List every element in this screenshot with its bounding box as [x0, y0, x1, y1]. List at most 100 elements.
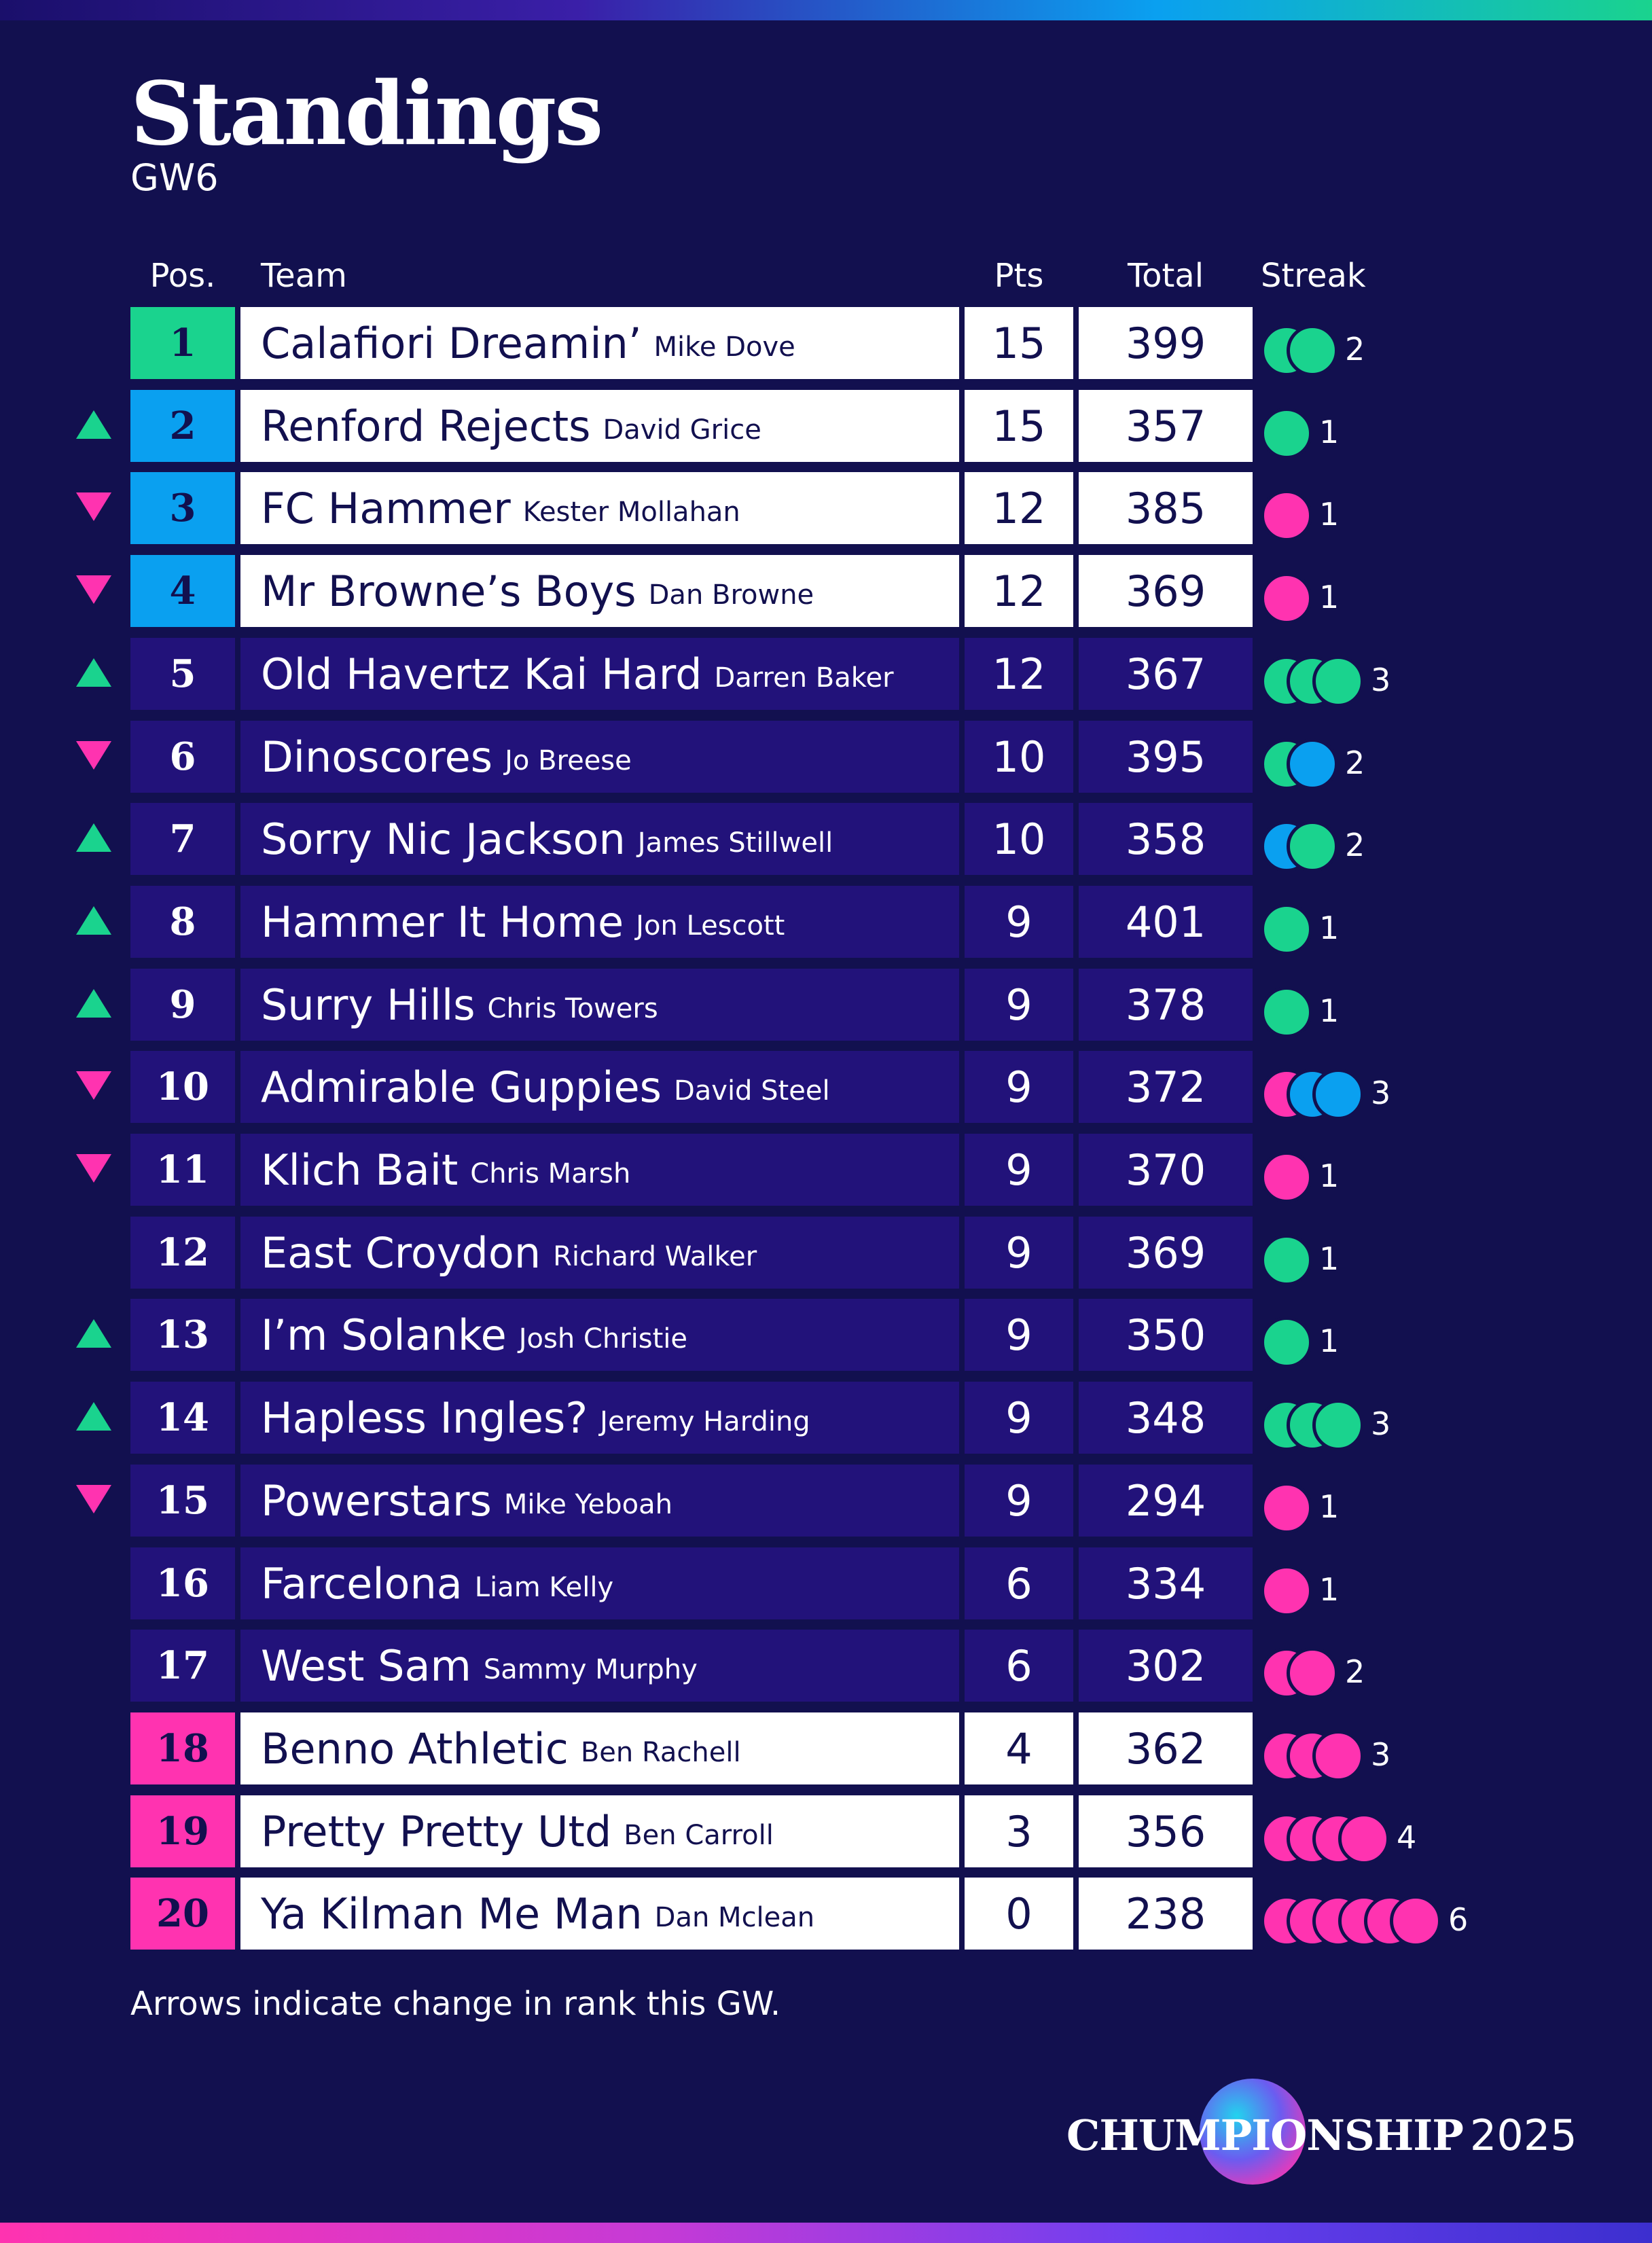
table-row: 5 Old Havertz Kai Hard Darren Baker 12 367 3 — [0, 638, 1652, 710]
streak-cell: 2 — [1261, 803, 1532, 875]
total-cell: 358 — [1079, 803, 1253, 875]
streak-green-dot — [1261, 1234, 1312, 1286]
streak-cell: 3 — [1261, 1382, 1532, 1454]
team-cell: I’m Solanke Josh Christie — [240, 1299, 959, 1371]
points-cell: 9 — [965, 886, 1073, 958]
table-row: 9 Surry Hills Chris Towers 9 378 1 — [0, 969, 1652, 1041]
table-row: 14 Hapless Ingles? Jeremy Harding 9 348 3 — [0, 1382, 1652, 1454]
total-cell: 350 — [1079, 1299, 1253, 1371]
rank-up-icon — [76, 989, 111, 1018]
team-name: Calafiori Dreamin’ — [261, 318, 642, 368]
points-cell: 10 — [965, 803, 1073, 875]
position-cell: 8 — [130, 886, 235, 958]
streak-green-dot — [1261, 1316, 1312, 1368]
streak-pink-dot — [1287, 1647, 1338, 1699]
manager-name: Dan Mclean — [654, 1902, 815, 1933]
team-name: Admirable Guppies — [261, 1062, 662, 1112]
rank-up-icon — [76, 1402, 111, 1431]
position-cell: 12 — [130, 1217, 235, 1289]
streak-green-dot — [1287, 325, 1338, 376]
points-cell: 12 — [965, 472, 1073, 544]
footnote: Arrows indicate change in rank this GW. — [130, 1985, 781, 2023]
table-row: 6 Dinoscores Jo Breese 10 395 2 — [0, 721, 1652, 793]
streak-cell: 1 — [1261, 472, 1532, 544]
streak-pink-dot — [1261, 1565, 1312, 1617]
total-cell: 369 — [1079, 555, 1253, 627]
rank-up-icon — [76, 410, 111, 439]
position-cell: 5 — [130, 638, 235, 710]
streak-count: 1 — [1319, 1240, 1340, 1277]
total-cell: 294 — [1079, 1465, 1253, 1537]
table-row: 19 Pretty Pretty Utd Ben Carroll 3 356 4 — [0, 1795, 1652, 1867]
team-cell: Farcelona Liam Kelly — [240, 1547, 959, 1619]
team-cell: East Croydon Richard Walker — [240, 1217, 959, 1289]
team-name: Surry Hills — [261, 980, 475, 1030]
streak-pink-dot — [1261, 490, 1312, 541]
position-cell: 4 — [130, 555, 235, 627]
manager-name: Ben Rachell — [580, 1737, 741, 1768]
team-name: Pretty Pretty Utd — [261, 1806, 612, 1856]
points-cell: 12 — [965, 638, 1073, 710]
streak-cell: 1 — [1261, 1217, 1532, 1289]
streak-count: 2 — [1345, 827, 1365, 863]
streak-green-dot — [1287, 821, 1338, 872]
table-row: 16 Farcelona Liam Kelly 6 334 1 — [0, 1547, 1652, 1619]
streak-count: 1 — [1319, 910, 1340, 946]
rank-down-icon — [76, 1071, 111, 1100]
team-name: Benno Athletic — [261, 1723, 569, 1774]
points-cell: 6 — [965, 1630, 1073, 1702]
streak-cell: 1 — [1261, 1299, 1532, 1371]
brand-logo: CHUMP IO NSHIP 2025 — [1066, 2079, 1577, 2185]
streak-count: 1 — [1319, 496, 1340, 533]
total-cell: 401 — [1079, 886, 1253, 958]
table-row: 8 Hammer It Home Jon Lescott 9 401 1 — [0, 886, 1652, 958]
position-cell: 14 — [130, 1382, 235, 1454]
streak-green-dot — [1261, 903, 1312, 955]
streak-count: 6 — [1448, 1901, 1469, 1938]
position-cell: 2 — [130, 390, 235, 462]
streak-green-dot — [1312, 656, 1364, 707]
streak-cell: 2 — [1261, 307, 1532, 379]
streak-pink-dot — [1390, 1895, 1441, 1947]
points-cell: 10 — [965, 721, 1073, 793]
team-name: Old Havertz Kai Hard — [261, 649, 702, 699]
total-cell: 369 — [1079, 1217, 1253, 1289]
streak-pink-dot — [1261, 1151, 1312, 1203]
points-cell: 0 — [965, 1878, 1073, 1950]
position-cell: 7 — [130, 803, 235, 875]
points-cell: 9 — [965, 1051, 1073, 1123]
position-cell: 6 — [130, 721, 235, 793]
team-cell: FC Hammer Kester Mollahan — [240, 472, 959, 544]
team-name: Dinoscores — [261, 732, 493, 782]
rank-up-icon — [76, 906, 111, 935]
position-cell: 15 — [130, 1465, 235, 1537]
team-cell: Ya Kilman Me Man Dan Mclean — [240, 1878, 959, 1950]
team-cell: Surry Hills Chris Towers — [240, 969, 959, 1041]
streak-green-dot — [1261, 986, 1312, 1038]
team-name: Sorry Nic Jackson — [261, 814, 626, 864]
manager-name: Josh Christie — [518, 1323, 688, 1354]
team-cell: Pretty Pretty Utd Ben Carroll — [240, 1795, 959, 1867]
table-row: 1 Calafiori Dreamin’ Mike Dove 15 399 2 — [0, 307, 1652, 379]
streak-cell: 2 — [1261, 721, 1532, 793]
team-name: I’m Solanke — [261, 1310, 507, 1360]
column-header-total: Total — [1127, 257, 1204, 295]
streak-count: 1 — [1319, 1488, 1340, 1525]
streak-cell: 1 — [1261, 969, 1532, 1041]
points-cell: 4 — [965, 1712, 1073, 1784]
table-row: 17 West Sam Sammy Murphy 6 302 2 — [0, 1630, 1652, 1702]
column-header-streak: Streak — [1261, 257, 1366, 295]
streak-cell: 1 — [1261, 555, 1532, 627]
streak-cell: 4 — [1261, 1795, 1532, 1867]
streak-cell: 3 — [1261, 1051, 1532, 1123]
total-cell: 399 — [1079, 307, 1253, 379]
team-name: Farcelona — [261, 1558, 463, 1609]
rank-down-icon — [76, 492, 111, 521]
column-header-team: Team — [261, 257, 347, 295]
brand-orb-icon — [1200, 2079, 1306, 2185]
streak-pink-dot — [1261, 1482, 1312, 1534]
position-cell: 19 — [130, 1795, 235, 1867]
total-cell: 348 — [1079, 1382, 1253, 1454]
streak-cell: 3 — [1261, 1712, 1532, 1784]
brand-text-middle: IO — [1251, 2110, 1307, 2160]
